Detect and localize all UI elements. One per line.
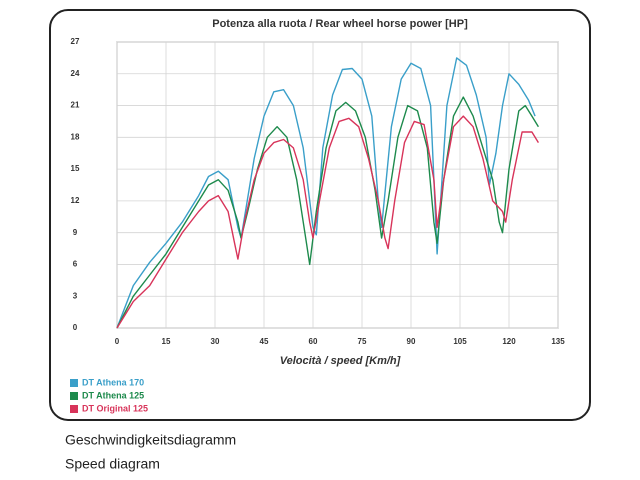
- legend-label: DT Athena 170: [82, 377, 144, 387]
- x-tick-label: 135: [551, 337, 565, 346]
- legend-swatch: [70, 405, 78, 413]
- series-line: [116, 57, 536, 329]
- x-tick-label: 30: [211, 337, 220, 346]
- legend-swatch: [70, 379, 78, 387]
- y-tick-label: 21: [71, 101, 80, 110]
- x-tick-label: 45: [260, 337, 269, 346]
- chart-title: Potenza alla ruota / Rear wheel horse po…: [212, 18, 468, 30]
- caption: Geschwindigkeitsdiagramm: [65, 432, 236, 448]
- series-line: [116, 115, 539, 329]
- y-tick-label: 12: [71, 196, 80, 205]
- y-tick-label: 27: [71, 37, 80, 46]
- x-tick-label: 105: [453, 337, 467, 346]
- x-tick-label: 75: [358, 337, 367, 346]
- y-tick-label: 15: [71, 164, 80, 173]
- x-tick-label: 60: [309, 337, 318, 346]
- y-tick-label: 6: [73, 260, 78, 269]
- plot-area: [116, 41, 559, 329]
- y-tick-label: 3: [73, 291, 78, 300]
- legend-label: DT Original 125: [82, 403, 148, 413]
- x-tick-label: 0: [115, 337, 120, 346]
- y-tick-label: 24: [71, 69, 80, 78]
- x-tick-label: 15: [162, 337, 171, 346]
- series-line: [116, 96, 539, 329]
- x-tick-label: 120: [502, 337, 516, 346]
- y-tick-label: 9: [73, 228, 78, 237]
- caption: Speed diagram: [65, 456, 160, 472]
- legend-swatch: [70, 392, 78, 400]
- x-tick-label: 90: [407, 337, 416, 346]
- y-tick-label: 0: [73, 323, 78, 332]
- legend-label: DT Athena 125: [82, 390, 144, 400]
- y-tick-label: 18: [71, 132, 80, 141]
- x-axis-label: Velocità / speed [Km/h]: [280, 355, 401, 367]
